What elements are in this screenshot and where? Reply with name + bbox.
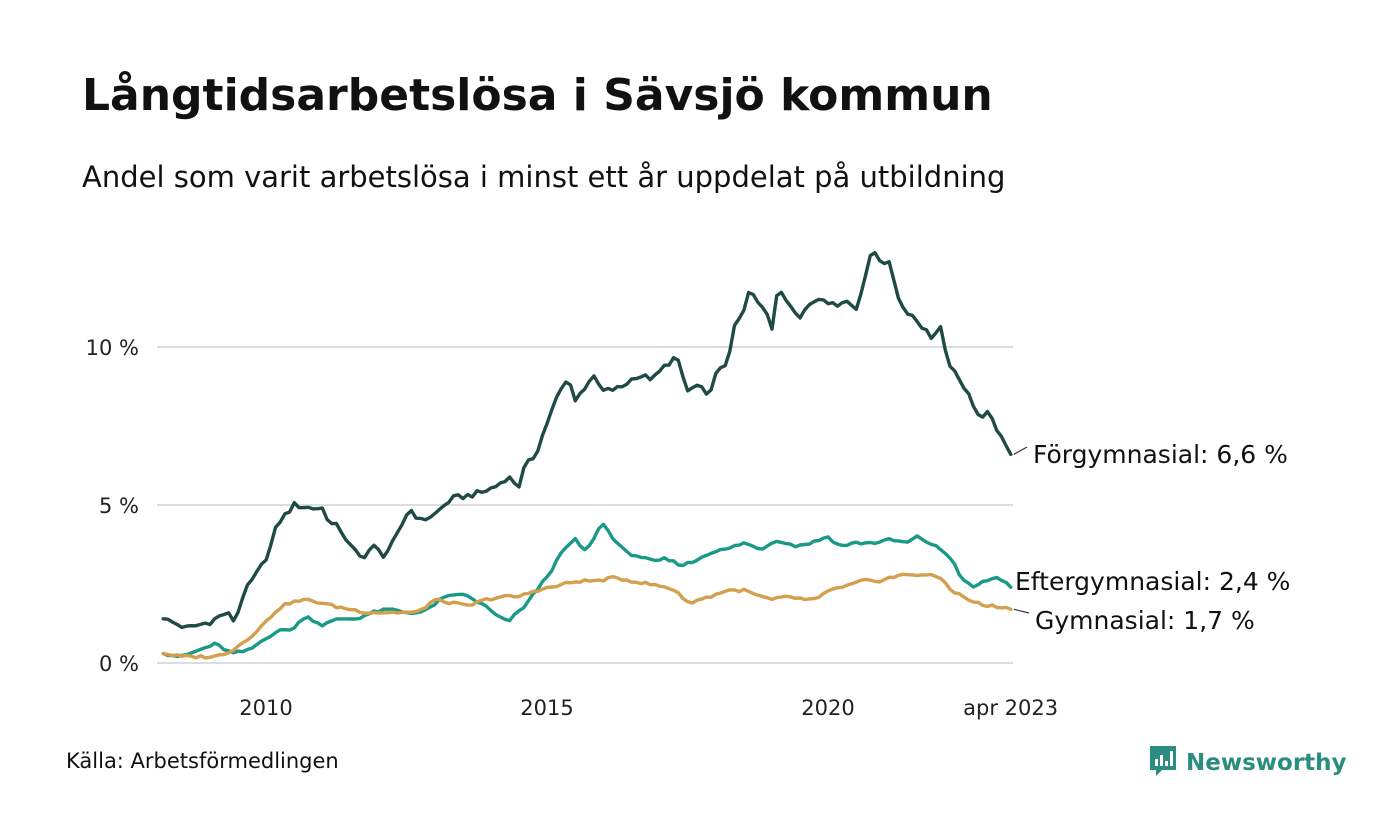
y-tick-label: 0 %: [99, 652, 139, 676]
x-axis-ticks: 2010 2015 2020 apr 2023: [239, 696, 1058, 720]
label-connector: [1013, 446, 1028, 455]
source-note: Källa: Arbetsförmedlingen: [66, 749, 339, 773]
x-tick-label: 2015: [520, 696, 573, 720]
series-end-label: Eftergymnasial: 2,4 %: [1015, 567, 1290, 596]
series-lines: [161, 251, 1013, 660]
brand-logo[interactable]: Newsworthy: [1148, 744, 1347, 782]
label-connector: [1013, 608, 1030, 614]
series-line-gymnasial: [161, 572, 1013, 660]
x-tick-label: 2010: [239, 696, 292, 720]
grid-lines: [157, 346, 1013, 664]
y-axis-ticks: 0 % 5 % 10 %: [86, 336, 139, 676]
chart-subtitle: Andel som varit arbetslösa i minst ett å…: [82, 160, 1006, 194]
x-tick-label: apr 2023: [963, 696, 1058, 720]
x-tick-label: 2020: [801, 696, 854, 720]
brand-name: Newsworthy: [1186, 750, 1347, 776]
series-end-label: Gymnasial: 1,7 %: [1035, 606, 1255, 635]
y-tick-label: 5 %: [99, 494, 139, 518]
series-end-labels: Förgymnasial: 6,6 % Eftergymnasial: 2,4 %…: [1013, 440, 1290, 635]
y-tick-label: 10 %: [86, 336, 139, 360]
series-line-eftergymnasial: [161, 522, 1013, 659]
newsworthy-logo-icon: [1148, 744, 1178, 782]
series-end-label: Förgymnasial: 6,6 %: [1033, 440, 1288, 469]
chart-title: Långtidsarbetslösa i Sävsjö kommun: [82, 70, 993, 121]
series-line-förgymnasial: [161, 251, 1013, 630]
